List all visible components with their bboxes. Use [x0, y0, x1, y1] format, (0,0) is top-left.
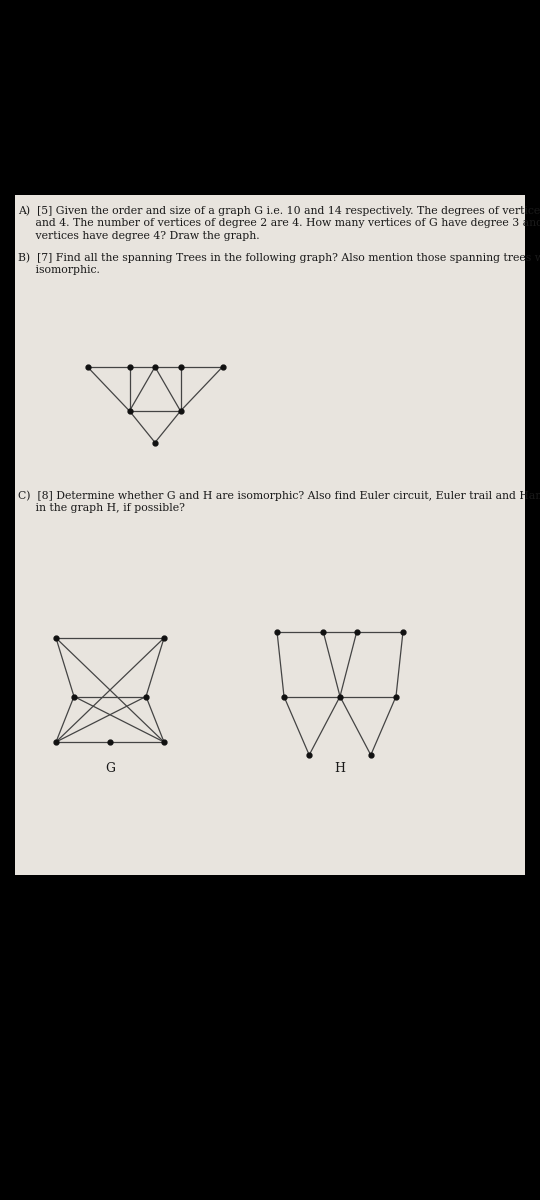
Text: C)  [8] Determine whether G and H are isomorphic? Also find Euler circuit, Euler: C) [8] Determine whether G and H are iso… [18, 490, 540, 500]
Text: H: H [334, 762, 346, 775]
Text: isomorphic.: isomorphic. [18, 265, 100, 275]
Text: B)  [7] Find all the spanning Trees in the following graph? Also mention those s: B) [7] Find all the spanning Trees in th… [18, 252, 540, 263]
Text: G: G [105, 762, 115, 775]
Text: A)  [5] Given the order and size of a graph G i.e. 10 and 14 respectively. The d: A) [5] Given the order and size of a gra… [18, 205, 540, 216]
Text: and 4. The number of vertices of degree 2 are 4. How many vertices of G have deg: and 4. The number of vertices of degree … [18, 218, 540, 228]
Text: vertices have degree 4? Draw the graph.: vertices have degree 4? Draw the graph. [18, 230, 260, 241]
Bar [15, 194, 525, 875]
Text: in the graph H, if possible?: in the graph H, if possible? [18, 503, 185, 514]
